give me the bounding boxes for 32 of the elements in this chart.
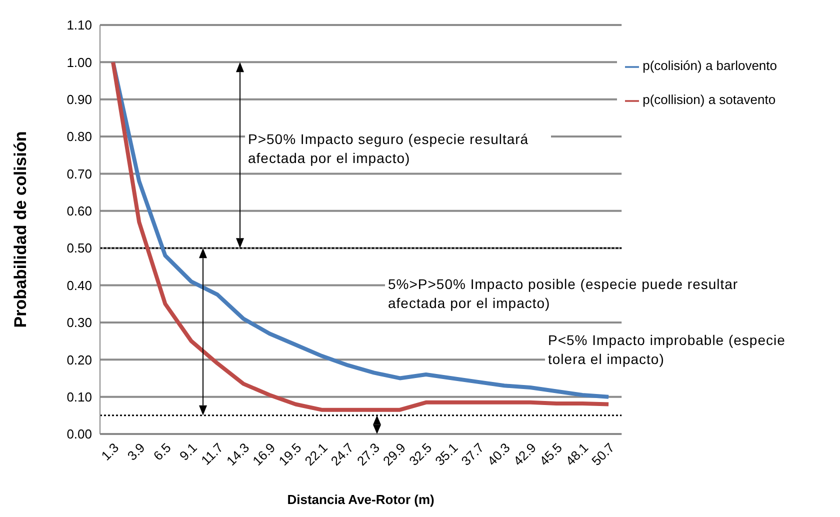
x-tick-label: 22.1 [302, 440, 330, 469]
y-tick-label: 0.70 [66, 166, 92, 182]
x-tick-label: 32.5 [406, 440, 435, 469]
y-tick-label: 0.90 [66, 92, 92, 107]
annotation: P>50% Impacto seguro (especie resultará afectada por el impacto) [245, 129, 551, 170]
annotation: P<5% Impacto improbable (especie tolera el impacto) [545, 330, 811, 370]
x-tick-label: 16.9 [250, 440, 278, 469]
y-tick-label: 0.80 [66, 129, 92, 144]
legend-label: p(colisión) a barlovento [642, 58, 777, 73]
y-axis-title: Probabilidad de colisión [11, 131, 30, 328]
x-tick-label: 48.1 [562, 440, 592, 469]
x-tick-label: 9.1 [176, 440, 200, 464]
x-tick-label: 3.9 [124, 440, 148, 464]
y-tick-label: 0.40 [66, 278, 92, 293]
x-tick-label: 14.3 [224, 440, 252, 469]
x-tick-label: 1.3 [98, 440, 122, 464]
x-tick-label: 45.5 [536, 440, 566, 469]
y-tick-label: 1.00 [66, 54, 92, 70]
x-tick-label: 40.3 [484, 440, 513, 469]
y-tick-label: 0.50 [66, 240, 92, 256]
y-tick-label: 0.30 [66, 315, 92, 330]
y-tick-label: 0.60 [66, 204, 92, 219]
y-tick-label: 0.00 [66, 426, 92, 442]
x-tick-label: 6.5 [150, 440, 174, 464]
x-axis-title: Distancia Ave-Rotor (m) [287, 492, 434, 507]
y-tick-label: 0.20 [66, 352, 92, 368]
x-tick-label: 42.9 [510, 440, 539, 469]
annotation: 5%>P>50% Impacto posible (especie puede resultar afectada por el impacto) [385, 274, 751, 314]
y-tick-label: 1.10 [66, 18, 92, 33]
x-tick-label: 35.1 [432, 440, 461, 469]
y-tick-label: 0.10 [66, 389, 92, 404]
legend-label: p(collision) a sotavento [642, 92, 776, 107]
